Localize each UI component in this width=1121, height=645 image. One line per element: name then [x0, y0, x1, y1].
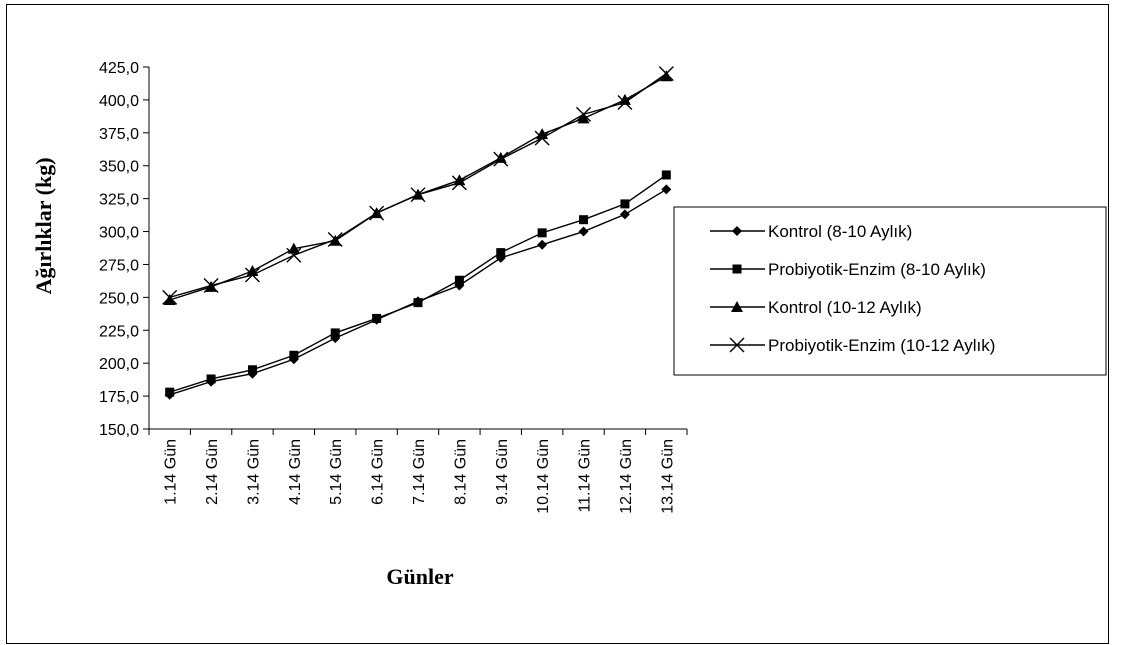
data-point-cross — [493, 151, 509, 167]
data-point-cross — [203, 278, 219, 294]
series-lines — [162, 66, 674, 400]
y-tick-labels: 150,0 175,0 200,0 225,0 250,0 275,0 300,0 325,0… — [99, 60, 139, 439]
x-tick-label: 1.14 Gün — [163, 439, 180, 505]
data-point-diamond — [661, 184, 672, 195]
x-tick-label: 2.14 Gün — [204, 439, 221, 505]
x-tick-label: 11.14 Gün — [577, 439, 594, 513]
y-tick-label: 175,0 — [99, 389, 139, 406]
x-tick-label: 5.14 Gün — [328, 439, 345, 505]
data-point-square — [206, 374, 216, 384]
data-point-square — [496, 248, 506, 258]
data-point-cross — [576, 106, 592, 122]
x-axis-title: Günler — [386, 564, 453, 589]
y-tick-label: 350,0 — [99, 159, 139, 176]
y-tick-label: 250,0 — [99, 290, 139, 307]
data-point-cross — [410, 187, 426, 203]
data-point-triangle — [577, 112, 590, 124]
x-tick-label: 8.14 Gün — [452, 439, 469, 505]
series-line — [169, 75, 667, 301]
data-point-cross — [658, 66, 674, 82]
legend-item: Kontrol (10-12 Aylık) — [710, 298, 922, 317]
legend-label: Kontrol (8-10 Aylık) — [768, 222, 912, 241]
data-point-cross — [244, 267, 260, 283]
data-point-cross — [534, 130, 550, 146]
data-point-cross — [729, 337, 745, 353]
y-tick-label: 325,0 — [99, 192, 139, 209]
legend-item: Kontrol (8-10 Aylık) — [710, 222, 912, 241]
legend-box — [673, 206, 1107, 376]
legend-label: Probiyotik-Enzim (10-12 Aylık) — [768, 336, 995, 355]
data-point-square — [165, 387, 175, 397]
series-2 — [165, 170, 671, 397]
series-line — [169, 174, 667, 393]
data-point-cross — [327, 231, 343, 247]
y-tick-label: 225,0 — [99, 323, 139, 340]
data-point-triangle — [453, 174, 466, 186]
legend-item: Probiyotik-Enzim (10-12 Aylık) — [710, 336, 995, 355]
x-tick-label: 7.14 Gün — [411, 439, 428, 505]
y-tick-label: 375,0 — [99, 126, 139, 143]
data-point-square — [537, 228, 547, 238]
legend-item: Probiyotik-Enzim (8-10 Aylık) — [710, 260, 986, 279]
data-point-square — [372, 313, 382, 323]
data-point-square — [330, 328, 340, 338]
x-tick-labels: 1.14 Gün 2.14 Gün 3.14 Gün 4.14 Gün 5.14 Gün… — [163, 439, 677, 514]
legend-items: Kontrol (8-10 Aylık) Probiyotik-Enzim (8-… — [710, 222, 995, 355]
data-point-cross — [451, 175, 467, 191]
y-tick-label: 300,0 — [99, 225, 139, 242]
series-line — [169, 188, 667, 396]
x-tick-label: 3.14 Gün — [245, 439, 262, 505]
data-point-cross — [162, 289, 178, 305]
data-point-square — [620, 199, 630, 209]
data-point-triangle — [163, 293, 176, 305]
series-3 — [163, 70, 673, 305]
data-point-square — [732, 264, 742, 274]
data-point-square — [579, 215, 589, 225]
data-point-square — [454, 275, 464, 285]
x-tick-label: 4.14 Gün — [287, 439, 304, 505]
legend-label: Kontrol (10-12 Aylık) — [768, 298, 922, 317]
legend: Kontrol (8-10 Aylık) Probiyotik-Enzim (8-… — [673, 206, 1107, 376]
chart-frame: 150,0 175,0 200,0 225,0 250,0 275,0 300,0 325,0… — [6, 4, 1109, 644]
y-tick-label: 275,0 — [99, 257, 139, 274]
data-point-diamond — [732, 226, 742, 236]
y-tick-label: 400,0 — [99, 93, 139, 110]
data-point-cross — [369, 205, 385, 221]
y-tick-label: 150,0 — [99, 422, 139, 439]
x-tick-label: 6.14 Gün — [370, 439, 387, 505]
legend-label: Probiyotik-Enzim (8-10 Aylık) — [768, 260, 986, 279]
data-point-square — [661, 170, 671, 180]
series-1 — [164, 184, 672, 400]
y-tick-label: 200,0 — [99, 356, 139, 373]
data-point-triangle — [618, 93, 631, 105]
x-tick-label: 9.14 Gün — [494, 439, 511, 505]
data-point-triangle — [660, 70, 673, 82]
data-point-square — [289, 350, 299, 360]
series-4 — [162, 66, 674, 305]
x-tick-label: 12.14 Gün — [618, 439, 635, 514]
y-axis-title: Ağırlıklar (kg) — [31, 157, 56, 294]
data-point-diamond — [537, 239, 548, 250]
data-point-square — [413, 298, 423, 308]
x-tick-label: 13.14 Gün — [659, 439, 676, 514]
data-point-triangle — [731, 301, 743, 312]
data-point-cross — [286, 247, 302, 263]
data-point-diamond — [578, 226, 589, 237]
x-tick-label: 10.14 Gün — [535, 439, 552, 514]
data-point-square — [247, 365, 257, 375]
data-point-cross — [617, 95, 633, 111]
line-chart: 150,0 175,0 200,0 225,0 250,0 275,0 300,0 325,0… — [31, 60, 1107, 589]
axes — [143, 66, 688, 435]
data-point-triangle — [287, 242, 300, 254]
y-tick-label: 425,0 — [99, 60, 139, 77]
data-point-diamond — [619, 209, 630, 220]
series-line — [169, 73, 667, 299]
